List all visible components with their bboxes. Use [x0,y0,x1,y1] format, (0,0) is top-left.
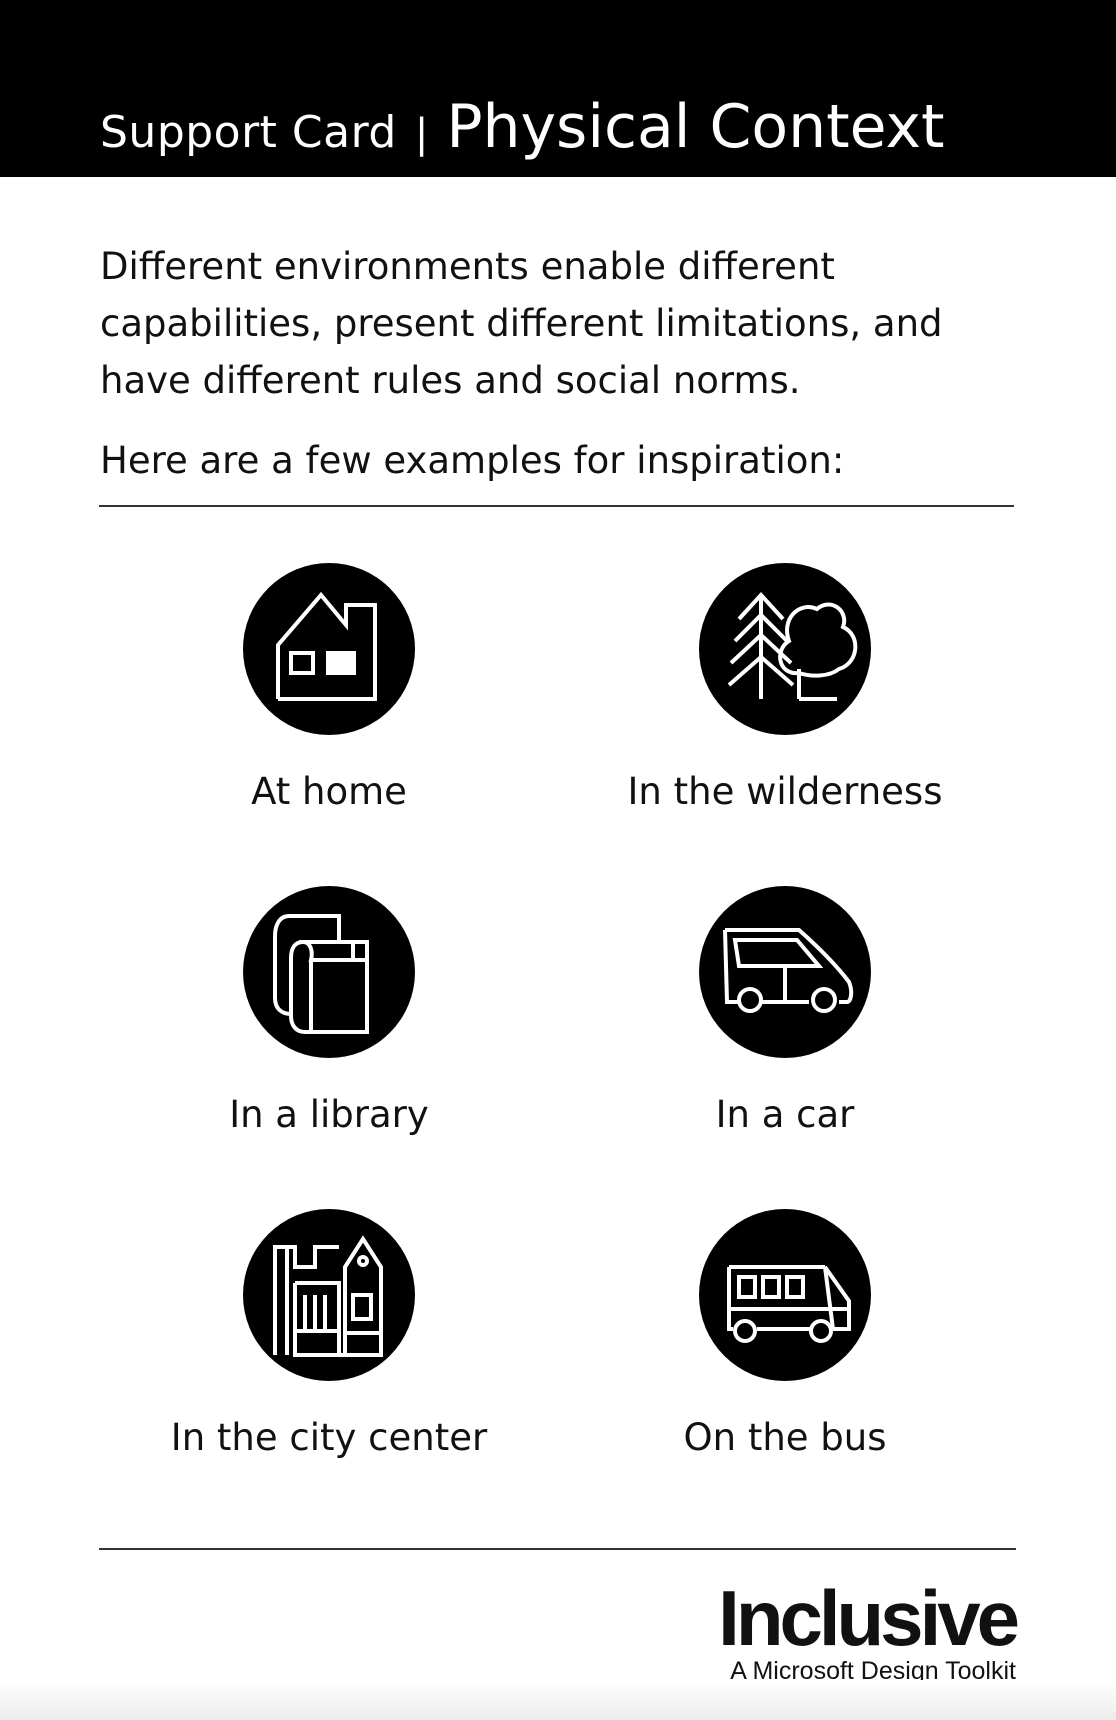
card-type-label: Support Card [100,107,397,158]
house-icon [243,563,415,735]
example-label: In a library [229,1093,429,1136]
example-label: In a car [715,1093,855,1136]
bus-icon [699,1209,871,1381]
bottom-shadow [0,1680,1116,1720]
example-in-the-city-center: In the city center [99,1209,559,1461]
car-icon [699,886,871,1058]
intro-text: Different environments enable different … [100,245,943,402]
examples-intro: Here are a few examples for inspiration: [100,439,845,482]
city-buildings-icon [243,1209,415,1381]
example-label: In the city center [170,1416,488,1459]
example-label: On the bus [683,1416,887,1459]
top-divider [99,505,1014,507]
header-separator: | [414,111,429,157]
logo-wordmark: Inclusive [718,1574,1020,1662]
example-in-a-library: In a library [99,886,559,1138]
example-in-a-car: In a car [555,886,1015,1138]
header-bar: Support Card | Physical Context [0,0,1116,177]
example-label: In the wilderness [627,770,943,813]
books-icon [243,886,415,1058]
inclusive-logo: Inclusive A Microsoft Design Toolkit [718,1574,1020,1686]
example-in-the-wilderness: In the wilderness [555,563,1015,815]
example-at-home: At home [99,563,559,815]
example-label: At home [251,770,407,813]
trees-icon [699,563,871,735]
bottom-divider [99,1548,1016,1550]
example-on-the-bus: On the bus [555,1209,1015,1461]
card-title: Physical Context [446,92,945,162]
header-title-line: Support Card | Physical Context [100,92,945,162]
